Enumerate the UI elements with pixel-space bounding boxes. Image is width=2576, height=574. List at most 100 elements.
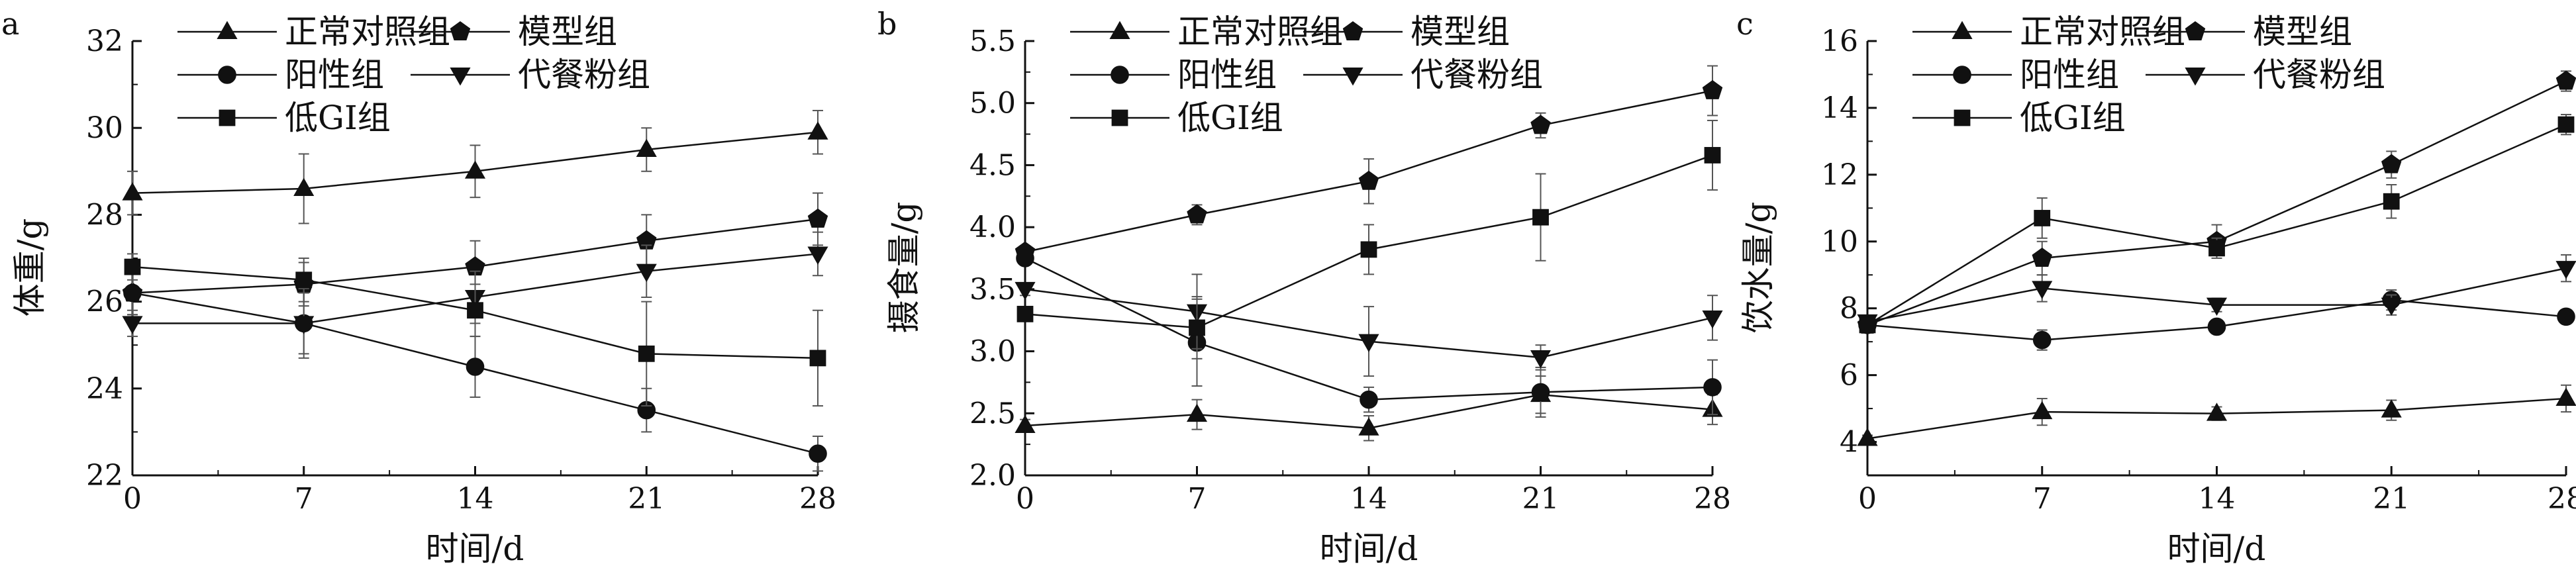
x-tick-label: 0 [123,482,142,516]
legend-marker-square [1954,109,1971,126]
legend-marker-pentagon [2185,21,2206,40]
data-point-triangle-up [2206,403,2228,421]
data-point-triangle-up [1358,417,1379,436]
legend-marker-triangle-down [450,68,471,86]
legend-marker-circle [1953,66,1971,84]
legend-item: 模型组 [1303,13,1510,51]
data-point-circle [1531,383,1550,402]
y-tick-label: 4.5 [969,148,1016,182]
x-tick-label: 7 [2033,482,2052,516]
data-point-triangle-up [1015,414,1036,434]
data-point-triangle-down [293,316,315,334]
legend-item: 阳性组 [177,56,384,94]
x-tick-label: 7 [295,482,313,516]
legend-label: 低GI组 [285,99,391,137]
y-tick-label: 14 [1821,91,1858,125]
data-point-square [638,345,655,362]
y-tick-label: 26 [86,285,123,319]
data-point-square [1360,241,1377,258]
data-point-circle [123,283,142,303]
x-tick-label: 7 [1188,482,1207,516]
y-axis-title: 饮水量/g [1739,202,1777,334]
legend-label: 模型组 [1411,13,1510,51]
legend-item: 模型组 [411,13,617,51]
series-layer [122,109,828,472]
data-point-square [1016,305,1034,322]
data-point-triangle-up [464,160,486,179]
y-tick-label: 12 [1821,158,1858,192]
x-tick-label: 14 [1350,482,1387,516]
data-point-square [2383,193,2400,210]
legend-item: 低GI组 [1070,99,1283,137]
series-pentagon [1015,65,1723,261]
legend-marker-triangle-down [1342,68,1363,86]
legend-label: 代餐粉组 [2253,56,2385,94]
data-point-square [1532,209,1549,226]
y-tick-label: 4 [1840,426,1858,459]
legend-label: 代餐粉组 [518,56,650,94]
data-point-triangle-up [122,182,143,201]
chart-panel-c: c 饮水量/g 时间/d 4 6 8 10 12 14 16 0 7 14 21 28 正常对照组 模型… [1736,6,2576,568]
panel-label: c [1736,6,1754,42]
axes: 2.0 2.5 3.0 3.5 4.0 4.5 5.0 5.5 0 7 14 21 28 [969,24,1731,516]
x-tick-label: 0 [1016,482,1034,516]
data-point-circle [809,444,827,463]
data-point-triangle-up [807,121,828,140]
data-point-circle [2207,317,2226,336]
x-axis-title: 时间/d [426,530,524,568]
x-tick-label: 0 [1858,482,1877,516]
data-point-square [2557,116,2575,133]
y-tick-label: 2.5 [969,397,1016,430]
series-triangle-up [1857,384,2576,446]
data-point-pentagon [1358,170,1379,190]
y-tick-label: 2.0 [969,459,1016,493]
legend-marker-circle [1111,66,1129,84]
legend-label: 低GI组 [2020,99,2126,137]
y-tick-label: 3.5 [969,273,1016,307]
data-point-triangle-down [2032,281,2053,299]
legend-marker-square [1111,109,1128,126]
data-point-pentagon [2555,70,2576,90]
legend-label: 低GI组 [1177,99,1283,137]
data-point-square [809,350,826,367]
data-point-pentagon [1187,204,1207,224]
legend-marker-pentagon [450,21,471,40]
legend-marker-triangle-down [2185,68,2206,86]
data-point-circle [2032,330,2052,350]
y-tick-label: 22 [86,459,123,493]
legend-label: 代餐粉组 [1411,56,1543,94]
axes: 4 6 8 10 12 14 16 0 7 14 21 28 [1821,24,2576,516]
data-point-triangle-up [293,177,315,197]
series-square [1016,119,1721,359]
data-point-square [2034,210,2051,226]
legend-marker-triangle-up [217,21,238,39]
y-tick-label: 3.0 [969,335,1016,369]
data-point-pentagon [2381,154,2402,173]
data-point-circle [1360,390,1378,409]
y-axis-title: 体重/g [11,218,49,317]
series-circle [1016,249,1722,418]
data-point-triangle-up [636,138,657,157]
data-point-circle [466,358,485,376]
legend-label: 阳性组 [1177,56,1277,94]
data-point-square [467,302,483,319]
y-tick-label: 16 [1821,24,1858,58]
series-layer [1857,70,2576,446]
panel-label: b [877,6,897,42]
y-axis-title: 摄食量/g [885,202,923,334]
data-point-pentagon [2032,247,2052,267]
y-tick-label: 8 [1840,292,1858,326]
chart-panel-b: b 摄食量/g 时间/d 2.0 2.5 3.0 3.5 4.0 4.5 5.0 5.5 0 7 1… [877,6,1731,568]
data-point-square [1859,316,1876,334]
series-layer [1015,65,1723,442]
legend-item: 低GI组 [177,99,391,137]
panel-label: a [1,6,19,42]
data-point-circle [1703,378,1722,397]
x-tick-label: 28 [1694,482,1731,516]
x-tick-label: 14 [457,482,494,516]
legend-item: 代餐粉组 [2146,56,2385,94]
y-tick-label: 5.0 [969,87,1016,120]
